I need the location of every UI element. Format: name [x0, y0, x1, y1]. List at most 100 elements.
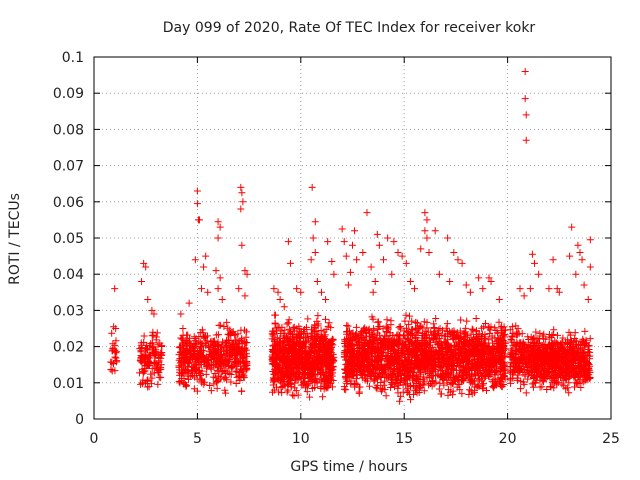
- data-point: [355, 389, 363, 397]
- data-point: [436, 325, 444, 333]
- data-point: [156, 339, 164, 347]
- data-point: [153, 329, 161, 337]
- data-point: [380, 381, 388, 389]
- data-point: [492, 327, 500, 335]
- data-point: [239, 198, 247, 206]
- data-point: [284, 238, 292, 246]
- data-point: [154, 366, 162, 374]
- data-point: [190, 351, 198, 359]
- data-point: [383, 324, 391, 332]
- data-point: [536, 329, 544, 337]
- data-point: [393, 368, 401, 376]
- x-tick-label: 20: [499, 431, 517, 447]
- data-point: [531, 358, 539, 366]
- data-point: [269, 332, 277, 340]
- data-point: [441, 351, 449, 359]
- data-point: [307, 342, 315, 350]
- data-point: [475, 382, 483, 390]
- data-point: [214, 234, 222, 242]
- data-point: [190, 333, 198, 341]
- data-point: [320, 328, 328, 336]
- data-point: [374, 318, 382, 326]
- data-point: [361, 324, 369, 332]
- data-point: [268, 335, 276, 343]
- data-point: [241, 292, 249, 300]
- data-point: [403, 359, 411, 367]
- data-point: [287, 330, 295, 338]
- data-point: [382, 328, 390, 336]
- data-point: [438, 345, 446, 353]
- y-axis-label: ROTI / TECUs: [7, 193, 23, 285]
- data-point: [485, 342, 493, 350]
- data-point: [143, 346, 151, 354]
- data-point: [283, 355, 291, 363]
- data-point: [401, 334, 409, 342]
- data-point: [328, 383, 336, 391]
- data-point: [470, 389, 478, 397]
- data-point: [435, 326, 443, 334]
- data-point: [411, 334, 419, 342]
- data-point: [447, 371, 455, 379]
- data-point: [463, 317, 471, 325]
- data-point: [495, 338, 503, 346]
- data-point: [270, 285, 278, 293]
- data-point: [543, 385, 551, 393]
- data-point: [380, 341, 388, 349]
- data-point: [525, 344, 533, 352]
- data-point: [463, 365, 471, 373]
- data-point: [137, 348, 145, 356]
- data-point: [530, 259, 538, 267]
- data-point: [512, 343, 520, 351]
- data-point: [147, 340, 155, 348]
- data-point: [329, 363, 337, 371]
- data-point: [329, 355, 337, 363]
- data-point: [176, 371, 184, 379]
- data-point: [328, 258, 336, 266]
- data-point: [478, 324, 486, 332]
- data-point: [414, 341, 422, 349]
- data-point: [371, 336, 379, 344]
- data-point: [474, 371, 482, 379]
- data-point: [387, 384, 395, 392]
- data-point: [382, 392, 390, 400]
- data-point: [447, 353, 455, 361]
- data-point: [586, 263, 594, 271]
- data-point: [459, 357, 467, 365]
- data-point: [233, 356, 241, 364]
- y-tick-label: 0.03: [53, 303, 84, 319]
- data-point: [111, 342, 119, 350]
- data-point: [279, 382, 287, 390]
- data-point: [180, 358, 188, 366]
- data-point: [357, 371, 365, 379]
- data-point: [489, 339, 497, 347]
- data-point: [213, 384, 221, 392]
- data-point: [241, 362, 249, 370]
- data-point: [343, 377, 351, 385]
- data-point: [204, 288, 212, 296]
- data-point: [317, 385, 325, 393]
- data-point: [354, 354, 362, 362]
- data-point: [385, 372, 393, 380]
- data-point: [139, 368, 147, 376]
- data-point: [323, 336, 331, 344]
- data-point: [579, 335, 587, 343]
- data-point: [508, 332, 516, 340]
- data-point: [472, 314, 480, 322]
- data-point: [405, 320, 413, 328]
- data-point: [494, 343, 502, 351]
- data-point: [521, 359, 529, 367]
- data-point: [278, 364, 286, 372]
- data-point: [400, 353, 408, 361]
- data-point: [107, 365, 115, 373]
- data-point: [242, 339, 250, 347]
- data-point: [154, 380, 162, 388]
- data-point: [344, 370, 352, 378]
- data-point: [437, 340, 445, 348]
- data-point: [205, 343, 213, 351]
- data-point: [238, 189, 246, 197]
- data-point: [377, 385, 385, 393]
- data-point: [462, 328, 470, 336]
- data-point: [404, 338, 412, 346]
- data-point: [317, 327, 325, 335]
